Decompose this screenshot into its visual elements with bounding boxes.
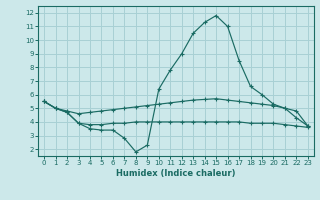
X-axis label: Humidex (Indice chaleur): Humidex (Indice chaleur) [116, 169, 236, 178]
